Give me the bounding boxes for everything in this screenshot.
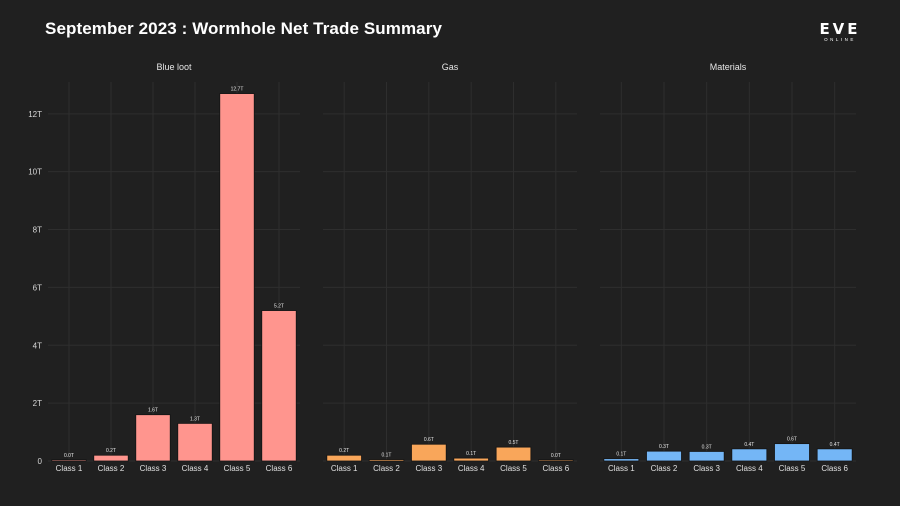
data-label: 0.1T [381, 453, 391, 459]
data-label: 0.6T [787, 437, 797, 443]
data-label: 0.1T [616, 452, 626, 458]
data-label: 0.3T [702, 444, 712, 450]
eve-online-logo: EVE ONLINE [812, 22, 868, 44]
data-label: 0.4T [744, 442, 754, 448]
bar [731, 448, 768, 462]
x-tick-label: Class 6 [266, 464, 293, 473]
data-label: 0.1T [466, 451, 476, 457]
x-tick-label: Class 5 [500, 464, 527, 473]
data-label: 0.2T [339, 448, 349, 454]
bar [135, 414, 171, 462]
x-tick-label: Class 3 [140, 464, 167, 473]
y-tick-label: 4T [33, 341, 42, 350]
panel-title: Materials [710, 62, 747, 72]
bar [688, 451, 725, 462]
x-tick-label: Class 1 [56, 464, 83, 473]
data-label: 0.5T [508, 440, 518, 446]
bar [603, 458, 640, 462]
bar [495, 446, 532, 462]
bar [816, 448, 853, 462]
panel-title: Gas [442, 62, 459, 72]
bar [219, 93, 255, 462]
x-tick-label: Class 4 [736, 464, 763, 473]
x-tick-label: Class 6 [821, 464, 848, 473]
data-label: 0.4T [830, 442, 840, 448]
data-label: 12.7T [231, 87, 244, 93]
logo-sub-text: ONLINE [824, 37, 856, 42]
x-tick-label: Class 4 [182, 464, 209, 473]
x-tick-label: Class 5 [779, 464, 806, 473]
x-tick-label: Class 1 [331, 464, 358, 473]
bar [261, 310, 297, 462]
x-tick-label: Class 4 [458, 464, 485, 473]
data-label: 0.0T [551, 453, 561, 459]
x-tick-label: Class 2 [651, 464, 678, 473]
bar [411, 443, 447, 462]
bar [326, 454, 362, 462]
x-tick-label: Class 1 [608, 464, 635, 473]
bar [51, 459, 87, 462]
data-label: 0.2T [106, 448, 116, 454]
x-tick-label: Class 6 [542, 464, 569, 473]
x-tick-label: Class 2 [98, 464, 125, 473]
y-tick-label: 2T [33, 399, 42, 408]
bar [368, 459, 405, 462]
data-label: 0.3T [659, 444, 669, 450]
data-label: 5.2T [274, 304, 284, 310]
x-tick-label: Class 5 [224, 464, 251, 473]
x-tick-label: Class 2 [373, 464, 400, 473]
bar [93, 454, 129, 462]
x-tick-label: Class 3 [693, 464, 720, 473]
y-tick-label: 0 [38, 457, 43, 466]
data-label: 1.6T [148, 408, 158, 414]
bar [646, 450, 682, 462]
bar [453, 457, 489, 462]
y-tick-label: 12T [28, 110, 42, 119]
x-tick-label: Class 3 [415, 464, 442, 473]
data-label: 0.0T [64, 453, 74, 459]
data-label: 0.6T [424, 437, 434, 443]
logo-main-text: EVE [819, 20, 861, 38]
y-tick-label: 10T [28, 168, 42, 177]
chart-title: September 2023 : Wormhole Net Trade Summ… [45, 19, 443, 38]
y-tick-label: 6T [33, 283, 42, 292]
bar [538, 459, 574, 462]
bar [177, 422, 213, 462]
data-label: 1.3T [190, 416, 200, 422]
bar [774, 443, 810, 462]
y-tick-label: 8T [33, 226, 42, 235]
panel-title: Blue loot [156, 62, 192, 72]
